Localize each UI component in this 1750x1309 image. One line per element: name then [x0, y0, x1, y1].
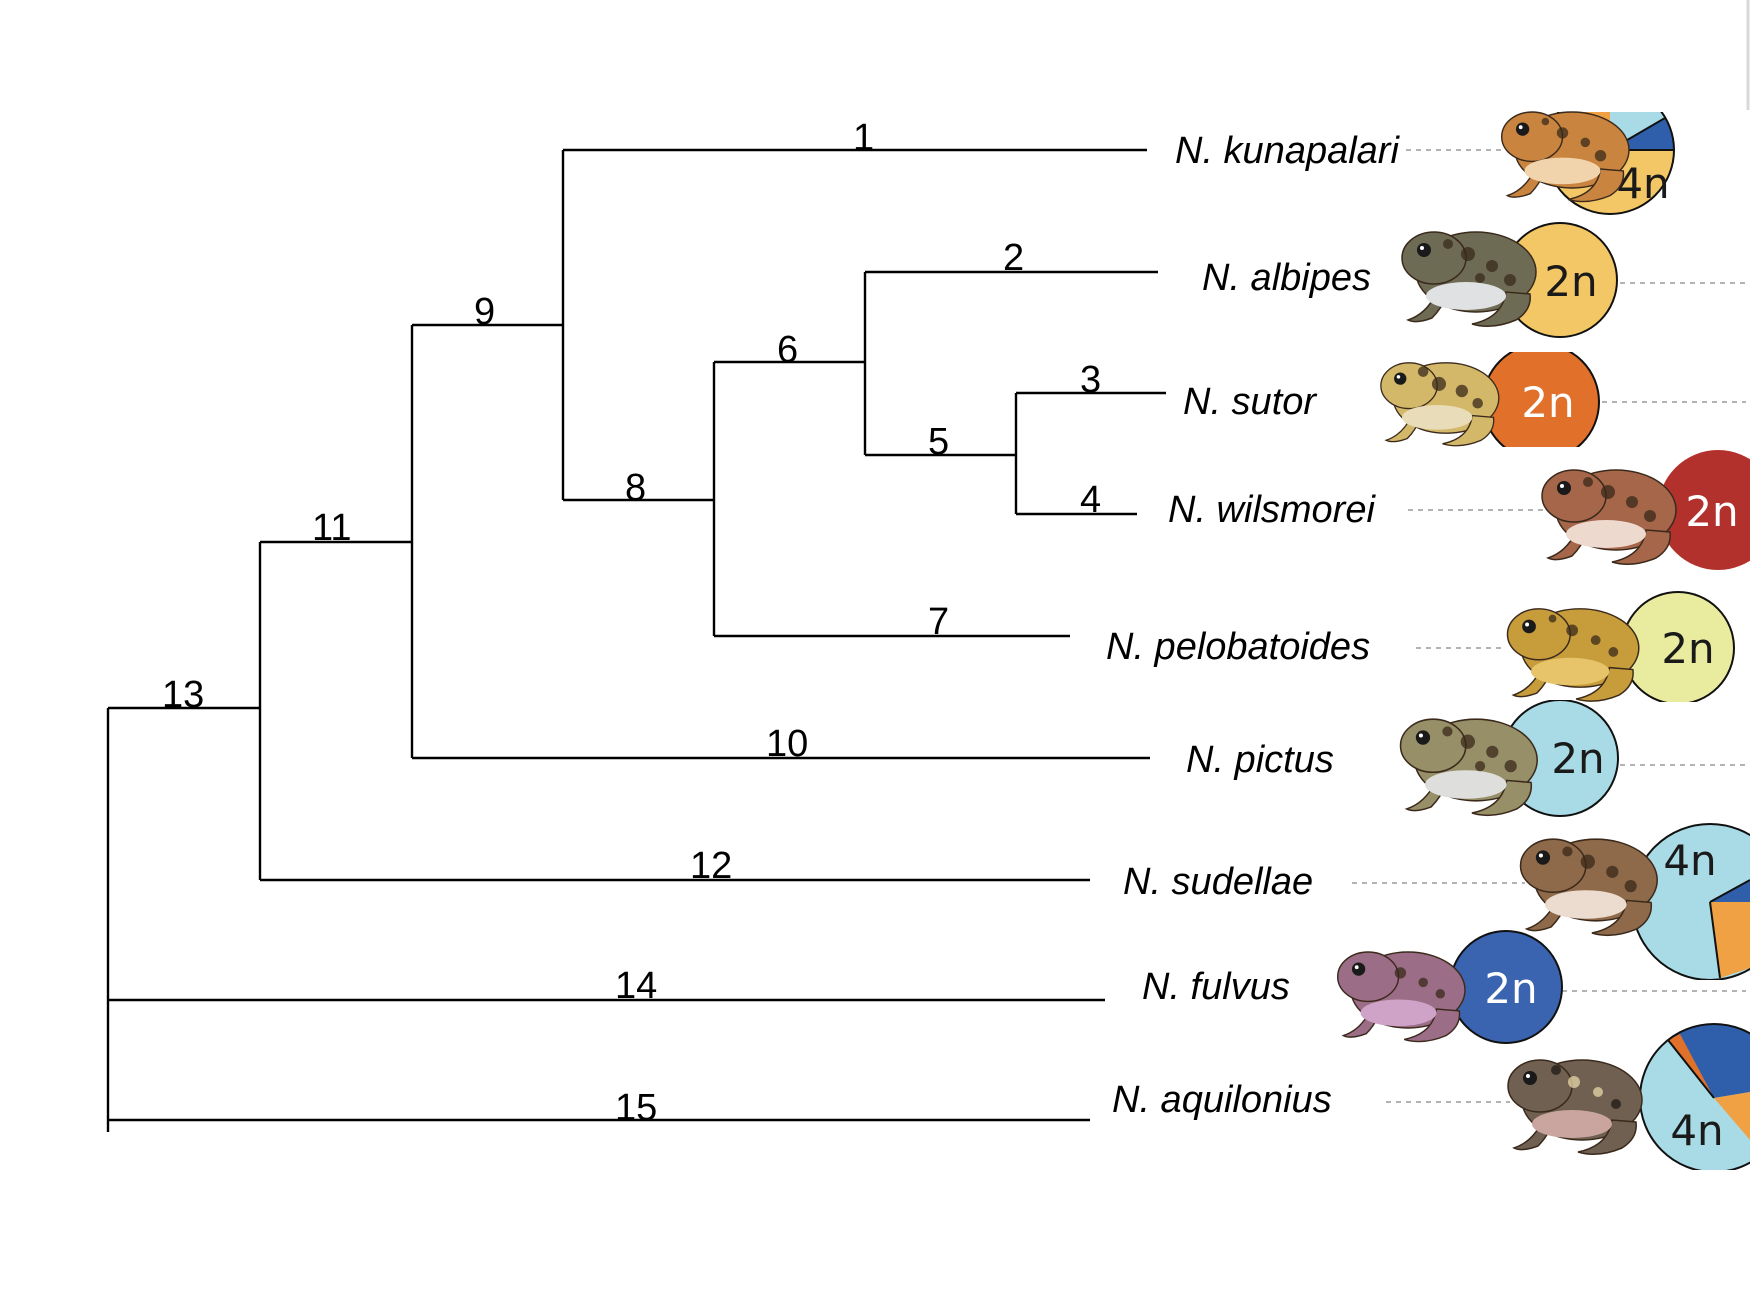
- node-label: 10: [766, 723, 808, 765]
- node-label: 8: [625, 467, 646, 509]
- tree-branches: [106, 148, 1166, 1132]
- node-label: 5: [928, 421, 949, 463]
- pie-slice: [1622, 592, 1734, 702]
- pie-slice: [1668, 1024, 1750, 1098]
- taxon-label: N. albipes: [1202, 257, 1371, 299]
- ploidy-pie-sudellae: 4n: [1631, 823, 1750, 980]
- node-label: 3: [1080, 359, 1101, 401]
- node-label: 1: [853, 117, 874, 159]
- ploidy-label: 2n: [1484, 964, 1537, 1013]
- ploidy-label: 4n: [1670, 1106, 1723, 1155]
- pie-slice: [1714, 1092, 1750, 1140]
- ploidy-pie-sutor: 2n: [1482, 352, 1600, 447]
- taxon-labels: N. kunapalari N. albipes N. sutor N. wil…: [1106, 130, 1400, 1121]
- pie-slice: [1710, 902, 1750, 978]
- frog-albipes: [1401, 231, 1537, 327]
- taxon-label: N. fulvus: [1142, 966, 1290, 1008]
- ploidy-pie-fulvus: 2n: [1449, 930, 1563, 1044]
- node-label: 2: [1003, 237, 1024, 279]
- taxon-label: N. kunapalari: [1175, 130, 1400, 172]
- node-label: 14: [615, 965, 657, 1007]
- frog-fulvus: [1336, 951, 1466, 1043]
- node-label: 13: [162, 674, 204, 716]
- pie-slice: [1483, 352, 1599, 447]
- taxon-label: N. aquilonius: [1112, 1079, 1332, 1121]
- frog-pelobatoides: [1506, 608, 1640, 702]
- taxon-label: N. sutor: [1183, 381, 1317, 423]
- taxon-label: N. sudellae: [1123, 861, 1313, 903]
- frog-kunapalari: [1500, 111, 1630, 203]
- node-label: 9: [474, 291, 495, 333]
- frog-pictus: [1399, 718, 1538, 817]
- pie-slice: [1503, 223, 1617, 337]
- node-label: 12: [690, 845, 732, 887]
- ploidy-pie-aquilonius: 4n: [1639, 1023, 1750, 1170]
- ploidy-label: 2n: [1521, 378, 1574, 427]
- frog-sutor: [1380, 362, 1500, 447]
- ploidy-label: 4n: [1663, 836, 1716, 885]
- node-label: 4: [1080, 479, 1101, 521]
- node-label: 11: [312, 507, 351, 549]
- ploidy-label: 2n: [1551, 734, 1604, 783]
- ploidy-label: 2n: [1685, 487, 1738, 536]
- taxon-label: N. pelobatoides: [1106, 626, 1370, 668]
- node-label: 6: [777, 329, 798, 371]
- ploidy-pie-wilsmorei: 2n: [1658, 450, 1750, 570]
- pie-slice: [1658, 450, 1750, 570]
- ploidy-pie-pelobatoides: 2n: [1621, 591, 1735, 702]
- node-label: 7: [928, 601, 949, 643]
- frog-aquilonius: [1507, 1059, 1643, 1155]
- ploidy-label: 2n: [1544, 257, 1597, 306]
- node-label: 15: [615, 1087, 657, 1129]
- ploidy-label: 2n: [1661, 624, 1714, 673]
- taxon-label: N. pictus: [1186, 739, 1334, 781]
- leader-lines: [1352, 149, 1746, 1103]
- pie-slice: [1450, 931, 1562, 1043]
- taxon-label: N. wilsmorei: [1168, 489, 1376, 531]
- node-labels: 1 2 3 4 5 6 7 8 9 10 11 12 13 14 15: [162, 117, 1101, 1129]
- ploidy-label: 4n: [1616, 159, 1669, 208]
- frog-sudellae: [1519, 838, 1658, 937]
- frog-wilsmorei: [1541, 469, 1677, 565]
